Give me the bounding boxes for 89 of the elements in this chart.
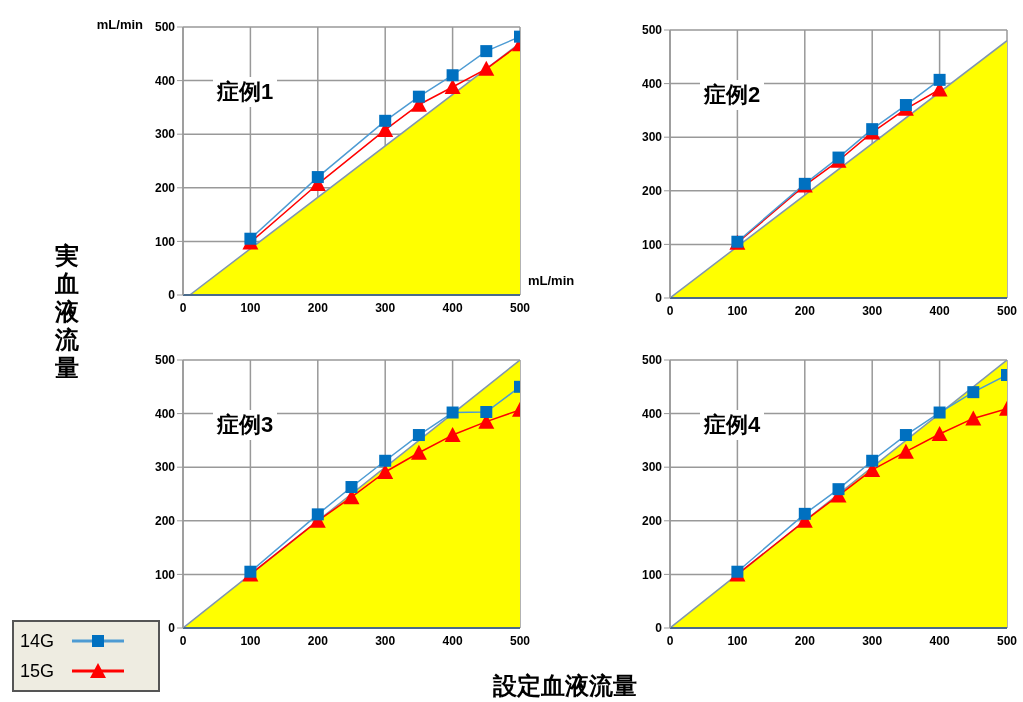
y-tick-label: 100	[641, 567, 663, 582]
x-tick-label: 200	[794, 303, 816, 318]
y-tick-label: 100	[154, 567, 176, 582]
x-tick-label: 300	[862, 303, 883, 318]
y-tick-label: 200	[641, 514, 663, 529]
y-tick-label: 500	[154, 20, 176, 35]
y-tick-label: 300	[641, 460, 663, 475]
point	[377, 464, 394, 480]
y-tick-label: 100	[154, 234, 176, 249]
point	[444, 427, 461, 443]
legend-label: 14G	[20, 630, 56, 652]
y-tick-label: 200	[154, 181, 176, 196]
point	[412, 90, 425, 103]
x-tick-label: 400	[442, 300, 463, 315]
x-tick-label: 500	[509, 633, 531, 648]
point	[965, 410, 982, 426]
x-tick-label: 100	[240, 633, 261, 648]
y-tick-label: 400	[154, 406, 176, 421]
point	[832, 151, 845, 164]
y-tick-label: 100	[641, 237, 663, 252]
x-tick-label: 0	[179, 633, 187, 648]
point	[244, 565, 257, 578]
point	[244, 232, 257, 245]
x-tick-label: 100	[240, 300, 261, 315]
x-axis-title: 設定血液流量	[493, 671, 637, 701]
point	[866, 123, 879, 136]
y-tick-label: 300	[641, 130, 663, 145]
point	[899, 429, 912, 442]
y-tick-label: 500	[641, 23, 663, 38]
x-tick-label: 400	[442, 633, 463, 648]
point	[967, 386, 980, 399]
y-axis-title: 実血液流量	[54, 242, 80, 382]
y-tick-label: 400	[641, 76, 663, 91]
x-tick-label: 100	[727, 633, 748, 648]
text: 症例1	[213, 77, 278, 107]
legend-label: 15G	[20, 660, 56, 682]
y-tick-label: 300	[154, 460, 176, 475]
point	[933, 406, 946, 419]
y-tick-label: 400	[154, 73, 176, 88]
text: 症例4	[700, 410, 765, 440]
point	[345, 481, 358, 494]
x-tick-label: 0	[666, 633, 674, 648]
x-tick-label: 300	[862, 633, 883, 648]
y-tick-label: 500	[641, 353, 663, 368]
x-tick-label: 0	[179, 300, 187, 315]
y-tick-label: 500	[154, 353, 176, 368]
x-tick-label: 200	[794, 633, 816, 648]
point	[480, 405, 493, 418]
x-tick-label: 0	[666, 303, 674, 318]
x-tick-label: 200	[307, 300, 329, 315]
point	[410, 444, 427, 460]
y-tick-label: 0	[168, 621, 176, 636]
text: 症例3	[213, 410, 278, 440]
y-tick-label: 300	[154, 127, 176, 142]
x-tick-label: 200	[307, 633, 329, 648]
point	[446, 406, 459, 419]
point	[311, 508, 324, 521]
point	[933, 73, 946, 86]
point	[478, 60, 495, 76]
y-tick-label: 0	[168, 288, 176, 303]
y-tick-label: 200	[154, 514, 176, 529]
y-tick-label: 200	[641, 184, 663, 199]
point	[866, 454, 879, 467]
point	[798, 507, 811, 520]
x-tick-label: 300	[375, 300, 396, 315]
point	[311, 171, 324, 184]
point	[899, 99, 912, 112]
point	[480, 45, 493, 58]
point	[379, 114, 392, 127]
text: mL/min	[95, 17, 143, 32]
x-tick-label: 100	[727, 303, 748, 318]
x-tick-label: 300	[375, 633, 396, 648]
point	[379, 454, 392, 467]
x-tick-label: 500	[509, 300, 531, 315]
point	[832, 483, 845, 496]
point	[931, 425, 948, 441]
y-tick-label: 0	[655, 621, 663, 636]
point	[444, 79, 461, 95]
x-tick-label: 500	[996, 303, 1018, 318]
point	[731, 565, 744, 578]
x-tick-label: 400	[929, 303, 950, 318]
text: 症例2	[700, 80, 765, 110]
point	[412, 429, 425, 442]
point	[446, 69, 459, 82]
text: mL/min	[528, 273, 575, 288]
y-tick-label: 400	[641, 406, 663, 421]
point	[897, 443, 914, 459]
x-tick-label: 500	[996, 633, 1018, 648]
x-tick-label: 400	[929, 633, 950, 648]
